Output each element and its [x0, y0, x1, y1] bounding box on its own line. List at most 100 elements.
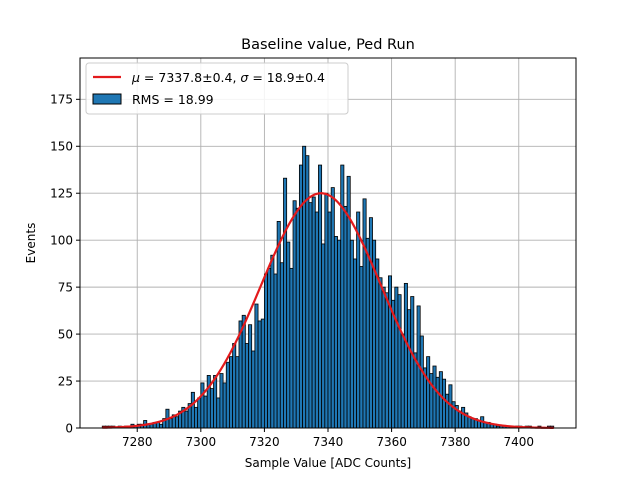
gaussian-fit-curve	[102, 192, 554, 429]
histogram-bar	[445, 393, 450, 429]
x-tick-label: 7320	[249, 435, 280, 449]
chart-title: Baseline value, Ped Run	[241, 37, 415, 53]
histogram-bar	[435, 376, 440, 429]
histogram-bar	[254, 303, 259, 429]
legend-mu-value: = 7337.8±0.4,	[140, 70, 240, 85]
histogram-bar	[184, 410, 189, 429]
histogram-bar	[235, 356, 240, 429]
histogram-bar	[324, 192, 329, 429]
histogram-bar	[375, 258, 380, 429]
y-tick-label: 100	[50, 233, 73, 247]
legend-fit-label: μ = 7337.8±0.4, σ = 18.9±0.4	[131, 70, 325, 85]
histogram-bar	[168, 418, 173, 429]
histogram-bar	[384, 292, 389, 429]
histogram-bar	[343, 205, 348, 429]
histogram-bar	[276, 221, 281, 429]
y-axis-label: Events	[24, 223, 38, 264]
legend-sigma-symbol: σ	[240, 70, 249, 85]
legend-histogram-swatch	[92, 93, 122, 105]
legend-box	[85, 62, 349, 115]
histogram-bar	[368, 217, 373, 429]
histogram-bar	[283, 177, 288, 429]
histogram-bar	[264, 273, 268, 429]
x-axis-ticks: 7280 7300 7320 7340 7360 7380 7400	[122, 428, 534, 449]
histogram-bar	[194, 406, 199, 429]
histogram-bar	[394, 286, 399, 429]
histogram-bar	[292, 200, 297, 429]
histogram-bar	[229, 356, 234, 429]
histogram-bar	[244, 343, 249, 429]
histogram-bar	[241, 314, 246, 429]
histogram-bar	[222, 382, 227, 429]
histogram-bar	[327, 211, 332, 429]
histogram-bar	[438, 371, 443, 429]
histogram-bar	[308, 202, 313, 429]
y-tick-label: 75	[58, 280, 73, 294]
histogram-bar	[333, 236, 338, 429]
histogram-bar	[397, 294, 402, 429]
histogram-bar	[174, 416, 179, 429]
histogram-bar	[279, 262, 284, 429]
histogram-bar	[318, 164, 323, 429]
histogram-bar	[314, 211, 319, 429]
y-axis-ticks: 0 25 50 75 100 125 150 175	[50, 93, 80, 435]
histogram-bar	[378, 277, 383, 429]
histogram-bar	[286, 241, 291, 429]
histogram-bar	[403, 282, 408, 429]
histogram-bar	[461, 406, 466, 429]
x-tick-label: 7360	[376, 435, 407, 449]
histogram-bar	[213, 375, 218, 429]
histogram-bar	[470, 418, 475, 429]
histogram-bar	[159, 423, 164, 429]
histogram-bar	[295, 207, 300, 429]
histogram-bar	[391, 299, 396, 429]
y-tick-label: 175	[50, 93, 73, 107]
histogram-bar	[410, 296, 415, 429]
y-tick-label: 50	[58, 327, 73, 341]
x-tick-label: 7280	[122, 435, 153, 449]
y-tick-label: 150	[50, 140, 73, 154]
histogram-bar	[197, 397, 202, 429]
histogram-bar	[413, 352, 418, 429]
histogram-bar	[311, 196, 316, 429]
histogram-bar	[251, 350, 256, 429]
histogram-bar	[257, 320, 262, 429]
histogram-bar	[407, 309, 412, 429]
histogram-bar	[216, 397, 221, 429]
histogram-bar	[302, 145, 307, 429]
histogram-bar	[248, 324, 253, 429]
histogram-bar	[337, 239, 342, 429]
histogram-bar	[362, 198, 367, 429]
histogram-bar	[442, 378, 447, 429]
histogram-bar	[388, 275, 392, 429]
legend-histogram-label: RMS = 18.99	[132, 92, 214, 107]
legend: μ = 7337.8±0.4, σ = 18.9±0.4 RMS = 18.99	[85, 62, 349, 115]
histogram-bar	[260, 318, 265, 429]
histogram-bar	[206, 375, 211, 429]
histogram-bar	[400, 333, 405, 429]
histogram-bar	[203, 395, 208, 429]
histogram-bar	[225, 361, 230, 429]
histogram-bar	[305, 155, 310, 429]
histogram-bar	[356, 211, 361, 429]
histogram-bar	[190, 391, 195, 429]
x-tick-label: 7340	[313, 435, 344, 449]
histogram-bar	[270, 254, 275, 429]
histogram-bar	[289, 267, 294, 429]
histogram-bar	[381, 286, 386, 429]
histogram-bar	[353, 258, 358, 429]
histogram-bar	[273, 273, 278, 429]
histogram-bar	[267, 267, 272, 429]
histogram-bar	[219, 373, 224, 429]
histogram-bar	[349, 239, 354, 429]
histogram-bar	[432, 365, 437, 429]
x-axis-label: Sample Value [ADC Counts]	[245, 456, 411, 470]
y-tick-label: 0	[65, 421, 73, 435]
histogram-bar	[232, 343, 237, 429]
histogram-bar	[330, 187, 335, 429]
x-tick-label: 7380	[440, 435, 471, 449]
legend-sigma-value: = 18.9±0.4	[248, 70, 325, 85]
x-tick-label: 7400	[503, 435, 534, 449]
legend-mu-symbol: μ	[131, 70, 140, 85]
